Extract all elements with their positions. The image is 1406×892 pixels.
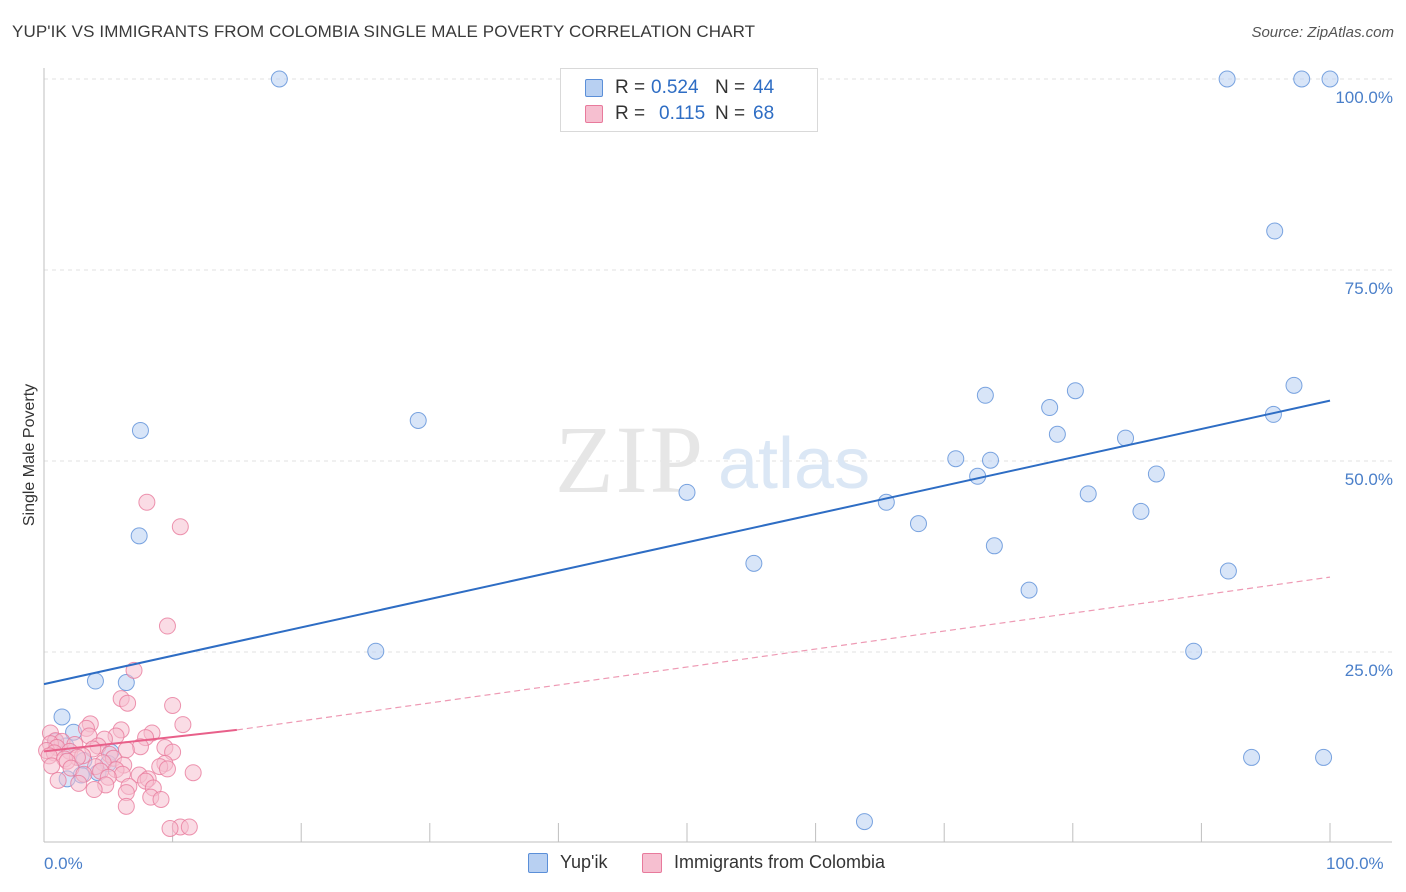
point-yupik [53, 708, 71, 726]
point-colombia [117, 797, 135, 815]
point-yupik [1041, 399, 1059, 417]
legend-item-colombia: Immigrants from Colombia [642, 852, 885, 873]
point-yupik [117, 674, 135, 692]
x-ticks [43, 823, 1331, 842]
legend-swatch-yupik [528, 852, 548, 873]
y-axis-label: Single Male Poverty [21, 384, 38, 526]
n-value: 44 [753, 77, 775, 98]
point-colombia [43, 757, 61, 775]
point-colombia [158, 617, 176, 635]
legend-label-yupik: Yup'ik [560, 852, 608, 872]
trendline-colombia [43, 728, 238, 753]
point-yupik [985, 537, 1003, 555]
point-yupik [1048, 425, 1066, 443]
point-yupik [1266, 222, 1284, 240]
point-colombia [125, 661, 143, 679]
point-yupik [409, 412, 427, 430]
point-yupik [745, 554, 763, 572]
n-value: 68 [753, 103, 775, 124]
watermark: ZIP atlas [555, 406, 870, 513]
watermark-zip: ZIP [555, 406, 705, 513]
point-yupik [678, 483, 696, 501]
source-label: Source: ZipAtlas.com [1251, 24, 1394, 41]
gridlines [44, 78, 1392, 653]
point-colombia [158, 760, 176, 778]
legend-swatch-colombia [642, 852, 662, 873]
point-colombia [152, 790, 170, 808]
point-yupik [367, 642, 385, 660]
r-value: 0.115 [659, 103, 706, 124]
point-yupik [1315, 748, 1333, 766]
point-yupik [270, 70, 288, 88]
point-yupik [1066, 382, 1084, 400]
axes [43, 68, 1392, 843]
point-yupik [130, 527, 148, 545]
point-colombia [70, 774, 88, 792]
y-tick-labels: 25.0% 50.0% 75.0% 100.0% [1335, 88, 1393, 680]
point-yupik [976, 386, 994, 404]
legend-label-colombia: Immigrants from Colombia [674, 852, 886, 872]
r-label: R = [615, 77, 646, 98]
legend-swatch-yupik [585, 79, 603, 97]
point-colombia [138, 493, 156, 511]
point-yupik [1321, 70, 1339, 88]
point-yupik [1293, 70, 1311, 88]
point-yupik [1219, 562, 1237, 580]
point-yupik [1218, 70, 1236, 88]
y-tick-label: 100.0% [1335, 88, 1393, 107]
n-label: N = [715, 77, 746, 98]
point-colombia [161, 819, 179, 837]
point-colombia [174, 716, 192, 734]
r-label: R = [615, 103, 646, 124]
point-colombia [164, 696, 182, 714]
legend-item-yupik: Yup'ik [528, 852, 607, 873]
point-colombia [171, 518, 189, 536]
correlation-legend: R = 0.524 N = 44 R = 0.115 N = 68 [560, 68, 818, 132]
point-yupik [86, 672, 104, 690]
chart-title: YUP'IK VS IMMIGRANTS FROM COLOMBIA SINGL… [12, 22, 756, 41]
legend-row-colombia: R = 0.115 N = 68 [585, 101, 774, 127]
point-yupik [947, 450, 965, 468]
x-tick-label-min: 0.0% [44, 854, 83, 873]
legend-row-yupik: R = 0.524 N = 44 [585, 75, 774, 101]
r-value: 0.524 [651, 77, 699, 98]
y-tick-label: 50.0% [1345, 470, 1393, 489]
y-tick-label: 75.0% [1345, 279, 1393, 298]
y-tick-label: 25.0% [1345, 661, 1393, 680]
point-colombia [119, 694, 137, 712]
point-yupik [1185, 642, 1203, 660]
watermark-atlas: atlas [718, 424, 870, 504]
point-yupik [909, 515, 927, 533]
point-yupik [131, 421, 149, 439]
point-yupik [1147, 465, 1165, 483]
series-colombia-points [38, 493, 202, 837]
point-yupik [855, 813, 873, 831]
point-yupik [1243, 748, 1261, 766]
point-yupik [1285, 376, 1303, 394]
n-label: N = [715, 103, 746, 124]
point-yupik [1132, 502, 1150, 520]
points-layer [38, 70, 1339, 837]
point-colombia [85, 781, 103, 799]
point-yupik [1020, 581, 1038, 599]
trend-layer [43, 399, 1331, 753]
series-legend: Yup'ik Immigrants from Colombia [0, 852, 1406, 878]
point-colombia [49, 771, 67, 789]
point-yupik [1079, 485, 1097, 503]
point-colombia [184, 764, 202, 782]
point-yupik [981, 451, 999, 469]
legend-swatch-colombia [585, 105, 603, 123]
x-tick-label-max: 100.0% [1326, 854, 1384, 873]
trendline-colombia-extension [236, 576, 1331, 731]
trendline-yupik [43, 399, 1331, 686]
point-colombia [180, 818, 198, 836]
